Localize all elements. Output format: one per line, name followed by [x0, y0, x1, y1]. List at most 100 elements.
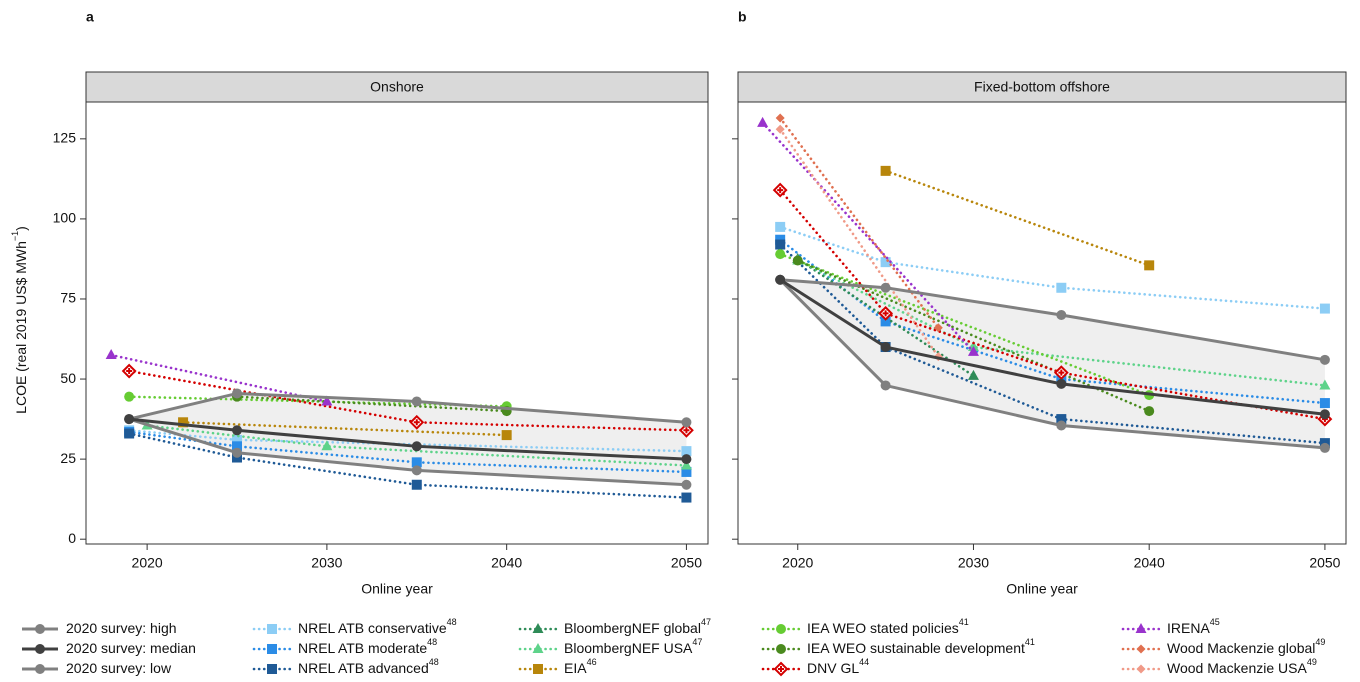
series-line	[145, 424, 688, 467]
legend-label: IEA WEO sustainable development41	[807, 637, 1035, 655]
legend-name: IEA WEO stated policies	[807, 620, 959, 636]
legend-marker	[1136, 644, 1146, 654]
legend-marker	[773, 661, 789, 677]
marker	[1319, 303, 1330, 314]
marker	[321, 440, 333, 451]
legend-name: BloombergNEF USA	[564, 640, 693, 656]
legend-name: NREL ATB moderate	[298, 640, 427, 656]
x-tick-label: 2040	[1134, 555, 1165, 571]
legend-name: 2020 survey: low	[66, 660, 172, 676]
marker	[757, 116, 769, 127]
marker	[409, 414, 425, 430]
marker	[878, 305, 894, 321]
series-line	[761, 121, 975, 354]
marker	[775, 249, 786, 260]
legend-label: 2020 survey: low	[66, 660, 172, 676]
legend-sup: 49	[1315, 637, 1325, 647]
marker	[967, 345, 979, 356]
legend-label: BloombergNEF global47	[564, 617, 711, 635]
marker	[681, 466, 692, 477]
x-tick-label: 2050	[1309, 555, 1340, 571]
marker	[411, 457, 422, 468]
marker	[411, 441, 422, 452]
marker	[880, 380, 891, 391]
marker	[411, 465, 422, 476]
panel-header	[85, 71, 709, 103]
legend-sup: 49	[1307, 657, 1317, 667]
legend-name: IRENA	[1167, 620, 1210, 636]
x-tick-label: 2020	[782, 555, 813, 571]
panel-header	[737, 71, 1347, 103]
series-line	[884, 169, 1151, 267]
marker	[680, 459, 692, 470]
legend-sup: 47	[692, 637, 702, 647]
legend-marker	[35, 644, 45, 654]
legend-name: BloombergNEF global	[564, 620, 701, 636]
series-line	[778, 238, 1327, 405]
marker	[880, 165, 891, 176]
marker	[1053, 365, 1069, 381]
y-tick-label: 25	[60, 450, 76, 466]
series-line	[127, 369, 688, 432]
series-line	[181, 420, 508, 437]
marker	[232, 441, 243, 452]
x-tick-label: 2050	[671, 555, 702, 571]
legend-sup: 48	[427, 637, 437, 647]
legend-marker	[35, 624, 45, 634]
marker	[880, 257, 891, 268]
marker	[232, 447, 243, 458]
marker	[232, 388, 243, 399]
marker	[232, 425, 243, 436]
marker	[1319, 409, 1330, 420]
series-line	[128, 417, 687, 461]
marker	[1056, 282, 1067, 293]
marker	[681, 479, 692, 490]
x-axis-label: Online year	[361, 581, 433, 597]
legend-marker	[776, 644, 786, 654]
marker	[1056, 414, 1067, 425]
legend-label: BloombergNEF USA47	[564, 637, 702, 655]
series-line	[779, 278, 1326, 416]
legend-name: NREL ATB advanced	[298, 660, 429, 676]
marker	[178, 417, 189, 428]
series-line	[778, 225, 1327, 310]
series-line	[780, 278, 1326, 362]
series-line	[779, 278, 1326, 450]
legend-marker	[533, 664, 543, 674]
series-line	[128, 391, 687, 424]
legend-name: IEA WEO sustainable development	[807, 640, 1025, 656]
marker	[775, 221, 786, 232]
marker	[1056, 309, 1067, 320]
legend-sup: 46	[587, 657, 597, 667]
legend-marker	[532, 623, 544, 633]
y-label-sup: −1	[10, 231, 20, 241]
legend-marker	[776, 624, 786, 634]
legend-marker	[1136, 664, 1146, 674]
plot-frame	[85, 101, 709, 545]
marker	[1144, 260, 1155, 271]
legend-label: EIA46	[564, 657, 597, 675]
series-line	[778, 188, 1327, 421]
legend-label: NREL ATB conservative48	[298, 617, 457, 635]
marker	[775, 113, 785, 123]
series-line	[778, 127, 940, 358]
marker	[1056, 378, 1067, 389]
marker	[880, 316, 891, 327]
legend-label: NREL ATB moderate48	[298, 637, 437, 655]
marker	[124, 414, 135, 425]
legend-sup: 48	[429, 657, 439, 667]
marker	[1319, 442, 1330, 453]
survey-range-fill	[129, 393, 687, 485]
marker	[775, 274, 786, 285]
panel-title: Fixed-bottom offshore	[974, 79, 1110, 95]
marker	[880, 342, 891, 353]
marker	[321, 395, 333, 406]
legend-sup: 41	[1025, 637, 1035, 647]
marker	[1319, 398, 1330, 409]
marker	[232, 434, 243, 445]
legend-name: NREL ATB conservative	[298, 620, 447, 636]
marker	[411, 479, 422, 490]
marker	[681, 492, 692, 503]
marker	[880, 282, 891, 293]
x-tick-label: 2030	[311, 555, 342, 571]
